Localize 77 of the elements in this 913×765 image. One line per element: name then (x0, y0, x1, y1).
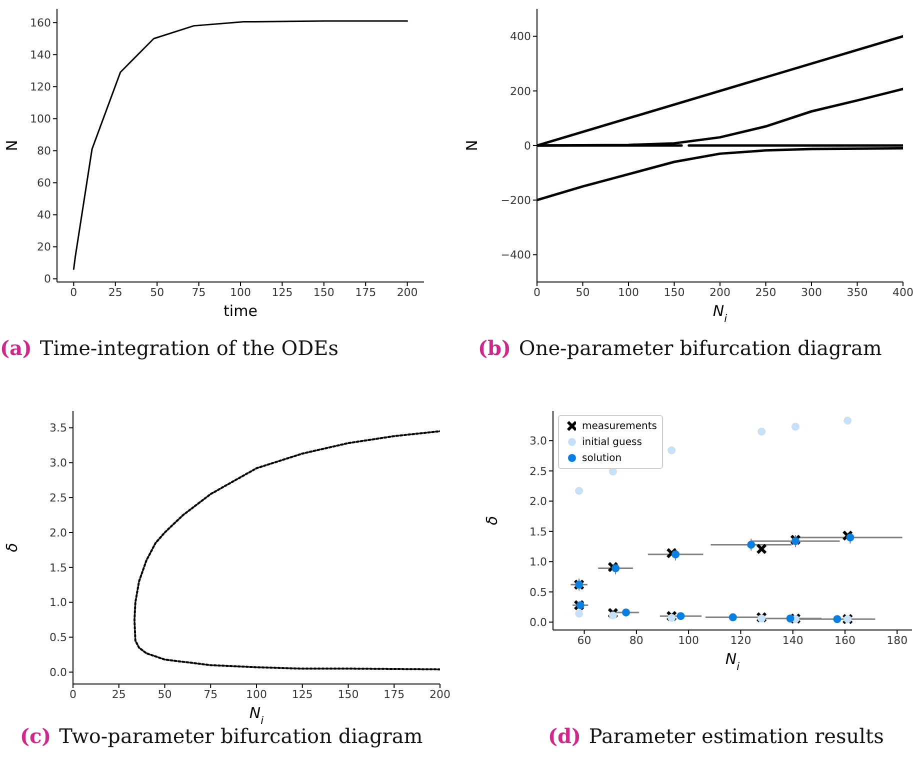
y-tick-label: 140 (30, 48, 51, 62)
x-axis-title: N$_{i}$ (249, 704, 264, 727)
y-tick-label: 400 (510, 30, 531, 44)
y-tick-label: 20 (37, 240, 51, 254)
x-tick-label: 0 (70, 688, 76, 701)
y-tick-label: 0.5 (530, 586, 547, 599)
x-tick-label: 160 (834, 634, 856, 647)
x-tick-label: 200 (710, 286, 730, 299)
y-tick-label: 0.0 (530, 616, 547, 630)
y-tick-label: 1.0 (50, 596, 67, 610)
x-tick-label: 25 (112, 688, 126, 701)
y-axis-title: δ (3, 542, 21, 552)
x-tick-label: 150 (664, 286, 685, 299)
y-tick-label: 80 (37, 144, 51, 158)
x-tick-label: 100 (678, 634, 700, 647)
x-tick-label: 150 (338, 688, 359, 701)
y-tick-label: 120 (30, 80, 51, 94)
x-tick-label: 200 (396, 286, 418, 299)
x-tick-label: 125 (272, 286, 293, 299)
legend-label: solution (582, 452, 622, 464)
x-tick-label: 250 (755, 286, 776, 299)
x-tick-label: 100 (230, 286, 251, 299)
x-tick-label: 150 (313, 286, 334, 299)
x-axis-title: time (224, 302, 258, 320)
x-tick-label: 200 (430, 688, 450, 701)
y-tick-label: 0.5 (50, 631, 67, 644)
x-axis-title: N$_{i}$ (725, 650, 740, 673)
x-tick-label: 80 (629, 634, 644, 647)
x-tick-label: 120 (730, 634, 752, 647)
x-tick-label: 50 (576, 286, 590, 299)
y-tick-label: 100 (30, 112, 51, 126)
x-tick-label: 25 (108, 286, 122, 299)
x-tick-label: 180 (886, 634, 908, 647)
text: (b) One-parameter bifurcation diagram (478, 336, 882, 360)
y-tick-label: 0.0 (50, 666, 67, 680)
text: (c) Two-parameter bifurcation diagram (20, 724, 423, 748)
y-tick-label: 0 (524, 139, 531, 152)
y-tick-label: 3.5 (50, 422, 67, 435)
x-tick-label: 125 (292, 688, 313, 701)
x-tick-label: 175 (355, 286, 376, 299)
x-tick-label: 100 (618, 286, 639, 299)
y-tick-label: 1.5 (50, 561, 67, 574)
y-tick-label: 160 (30, 16, 51, 30)
x-tick-label: 350 (846, 286, 868, 299)
y-tick-label: 2.5 (50, 491, 67, 504)
x-tick-label: 140 (782, 634, 804, 647)
y-tick-label: 2.5 (530, 464, 547, 478)
x-tick-label: 300 (801, 286, 822, 299)
y-tick-label: 40 (37, 208, 51, 222)
x-tick-label: 50 (158, 688, 172, 701)
x-tick-label: 0 (70, 286, 78, 299)
y-tick-label: 1.5 (530, 525, 547, 538)
x-tick-label: 60 (577, 634, 592, 647)
y-tick-label: 3.0 (50, 456, 67, 470)
x-axis-title: N$_{i}$ (712, 302, 728, 325)
y-tick-label: 3.0 (530, 434, 547, 448)
y-axis-title: N (463, 140, 481, 152)
legend-label: measurements (582, 420, 657, 432)
text: (d) Parameter estimation results (548, 724, 884, 748)
x-tick-label: 75 (192, 286, 206, 299)
y-tick-label: −200 (500, 194, 531, 208)
y-axis-title: N (3, 140, 21, 152)
y-axis-title: δ (483, 516, 501, 526)
y-tick-label: 2.0 (50, 526, 67, 540)
x-tick-label: 75 (204, 688, 218, 701)
text: (a) Time-integration of the ODEs (0, 336, 339, 360)
x-tick-label: 50 (150, 286, 164, 299)
legend-label: initial guess (582, 436, 642, 448)
y-tick-label: −400 (500, 248, 531, 262)
y-tick-label: 200 (510, 84, 531, 98)
y-tick-label: 2.0 (530, 495, 547, 508)
x-tick-label: 175 (384, 688, 405, 701)
x-tick-label: 100 (246, 688, 267, 701)
y-tick-label: 60 (37, 176, 51, 190)
y-tick-label: 1.0 (530, 556, 547, 569)
x-tick-label: 400 (892, 286, 913, 299)
y-tick-label: 0 (44, 272, 51, 286)
